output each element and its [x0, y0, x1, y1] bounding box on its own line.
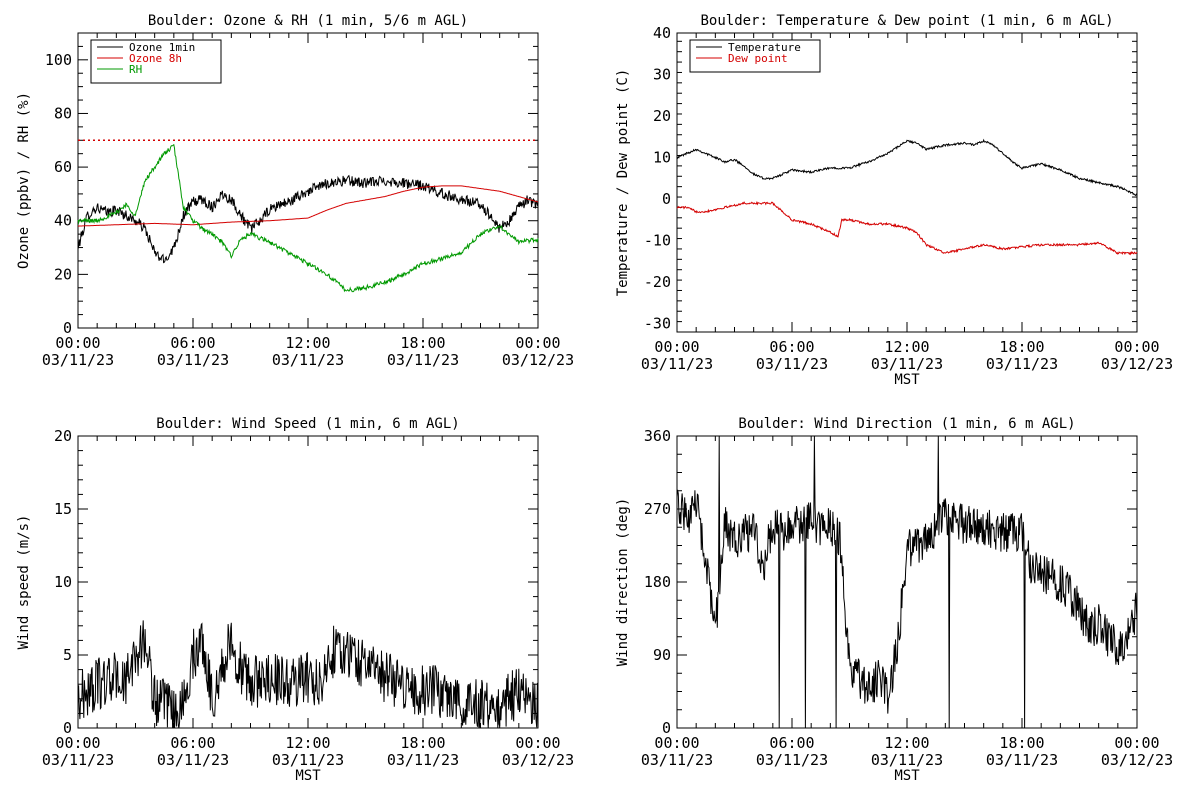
x-tick-date: 03/11/23 [157, 351, 229, 369]
y-tick-label: -30 [644, 315, 671, 333]
x-tick-time: 06:00 [170, 734, 215, 752]
x-tick-time: 12:00 [285, 734, 330, 752]
y-tick-label: 90 [653, 646, 671, 664]
x-axis-label: MST [295, 768, 321, 784]
chart-panel-1: Boulder: Ozone & RH (1 min, 5/6 m AGL) 0 2… [16, 13, 574, 369]
chart-title: Boulder: Ozone & RH (1 min, 5/6 m AGL) [148, 13, 468, 29]
y-tick-label: 180 [644, 573, 671, 591]
y-tick-label: -10 [644, 232, 671, 250]
x-tick-date: 03/12/23 [1101, 751, 1173, 769]
chart-title: Boulder: Wind Direction (1 min, 6 m AGL) [738, 416, 1075, 432]
x-tick-date: 03/11/23 [157, 751, 229, 769]
x-tick-date: 03/11/23 [871, 355, 943, 373]
chart-panel-3: Boulder: Wind Speed (1 min, 6 m AGL) 0 5 10… [16, 416, 574, 784]
x-tick-date: 03/11/23 [42, 351, 114, 369]
chart-title: Boulder: Temperature & Dew point (1 min,… [700, 13, 1113, 29]
legend-label: Dew point [728, 52, 788, 65]
x-tick-time: 00:00 [654, 734, 699, 752]
series-line-1 [77, 174, 539, 264]
x-tick-date: 03/11/23 [756, 751, 828, 769]
y-tick-label: 40 [653, 24, 671, 42]
x-tick-date: 03/11/23 [272, 751, 344, 769]
y-tick-label: 5 [63, 646, 72, 664]
y-axis-label: Wind speed (m/s) [16, 515, 32, 650]
x-tick-time: 12:00 [884, 338, 929, 356]
x-tick-time: 12:00 [884, 734, 929, 752]
x-tick-date: 03/11/23 [756, 355, 828, 373]
x-tick-date: 03/11/23 [871, 751, 943, 769]
y-tick-label: 60 [54, 158, 72, 176]
series-line-2 [676, 200, 1138, 256]
x-tick-date: 03/11/23 [986, 751, 1058, 769]
plot-frame [676, 32, 1138, 333]
y-tick-label: -20 [644, 273, 671, 291]
y-tick-label: 0 [63, 319, 72, 337]
x-tick-date: 03/11/23 [641, 751, 713, 769]
y-axis-label: Wind direction (deg) [615, 498, 631, 667]
x-tick-time: 00:00 [654, 338, 699, 356]
y-tick-label: 10 [54, 573, 72, 591]
x-tick-date: 03/11/23 [387, 351, 459, 369]
y-tick-label: 20 [653, 107, 671, 125]
legend-label: Ozone 1min [129, 41, 195, 54]
x-tick-date: 03/11/23 [42, 751, 114, 769]
y-tick-label: 40 [54, 212, 72, 230]
x-tick-time: 06:00 [769, 338, 814, 356]
y-tick-label: 10 [653, 149, 671, 167]
series-line-1 [676, 138, 1138, 197]
series-line-2 [78, 185, 539, 227]
x-tick-time: 00:00 [55, 334, 100, 352]
x-tick-time: 06:00 [769, 734, 814, 752]
y-tick-label: 15 [54, 500, 72, 518]
x-tick-time: 18:00 [400, 734, 445, 752]
chart-panel-4: Boulder: Wind Direction (1 min, 6 m AGL)… [615, 416, 1173, 784]
x-tick-time: 00:00 [55, 734, 100, 752]
y-tick-label: 0 [63, 719, 72, 737]
x-tick-time: 18:00 [999, 734, 1044, 752]
x-tick-date: 03/12/23 [502, 751, 574, 769]
y-tick-label: 100 [45, 51, 72, 69]
y-tick-label: 80 [54, 104, 72, 122]
series-line-3 [77, 143, 539, 293]
y-tick-label: 20 [54, 427, 72, 445]
y-tick-label: 0 [662, 719, 671, 737]
x-axis-label: MST [894, 372, 920, 388]
x-tick-date: 03/12/23 [502, 351, 574, 369]
legend-label: Temperature [728, 41, 801, 54]
x-tick-date: 03/11/23 [387, 751, 459, 769]
x-tick-time: 18:00 [400, 334, 445, 352]
chart-title: Boulder: Wind Speed (1 min, 6 m AGL) [156, 416, 459, 432]
x-tick-time: 00:00 [515, 734, 560, 752]
x-tick-date: 03/11/23 [272, 351, 344, 369]
chart-panel-2: Boulder: Temperature & Dew point (1 min,… [615, 13, 1173, 388]
x-tick-time: 06:00 [170, 334, 215, 352]
y-axis-label: Temperature / Dew point (C) [615, 69, 631, 297]
x-tick-date: 03/12/23 [1101, 355, 1173, 373]
y-tick-label: 270 [644, 500, 671, 518]
y-tick-label: 20 [54, 265, 72, 283]
x-tick-time: 18:00 [999, 338, 1044, 356]
series-line-1 [676, 435, 1138, 729]
legend-box [689, 39, 821, 73]
legend-label: RH [129, 63, 142, 76]
y-tick-label: 0 [662, 190, 671, 208]
y-axis-label: Ozone (ppbv) / RH (%) [16, 92, 32, 269]
x-tick-date: 03/11/23 [641, 355, 713, 373]
y-tick-label: 360 [644, 427, 671, 445]
x-axis-label: MST [894, 768, 920, 784]
x-tick-time: 00:00 [515, 334, 560, 352]
series-line-1 [77, 620, 539, 729]
x-tick-date: 03/11/23 [986, 355, 1058, 373]
y-tick-label: 30 [653, 66, 671, 84]
legend-label: Ozone 8h [129, 52, 182, 65]
x-tick-time: 00:00 [1114, 734, 1159, 752]
x-tick-time: 00:00 [1114, 338, 1159, 356]
x-tick-time: 12:00 [285, 334, 330, 352]
